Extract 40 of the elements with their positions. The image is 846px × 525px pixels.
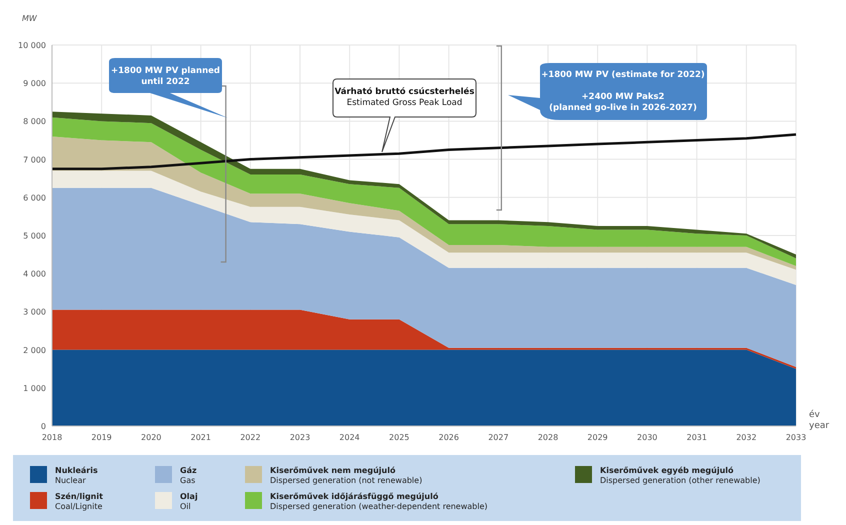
- x-tick-label: 2021: [190, 433, 211, 442]
- legend-label: Kiserőművek nem megújuló Dispersed generation (not renewable): [270, 466, 422, 485]
- x-axis-title: év year: [809, 409, 830, 431]
- y-tick-label: 2 000: [23, 346, 46, 355]
- x-tick-label: 2029: [587, 433, 608, 442]
- y-tick-label: 8 000: [23, 117, 46, 126]
- x-tick-label: 2023: [290, 433, 310, 442]
- x-tick-label: 2024: [339, 433, 360, 442]
- y-tick-label: 4 000: [23, 270, 46, 279]
- x-tick-label: 2027: [488, 433, 509, 442]
- x-tick-label: 2025: [389, 433, 410, 442]
- y-tick-label: 1 000: [23, 384, 46, 393]
- text: +1800 MW PV (estimate for 2022) +2400 MW Paks2 (planned go-live in 2026-2027): [541, 70, 705, 113]
- y-tick-label: 7 000: [23, 155, 46, 164]
- y-tick-label: 9 000: [23, 79, 46, 88]
- y-tick-label: 3 000: [23, 308, 46, 317]
- x-tick-label: 2028: [538, 433, 558, 442]
- legend-label: Kiserőművek időjárásfüggő megújuló Dispersed generation (weather-dependent renewable): [270, 492, 488, 511]
- x-tick-label: 2020: [141, 433, 162, 442]
- legend-label: Kiserőművek egyéb megújuló Dispersed generation (other renewable): [600, 466, 760, 485]
- x-tick-label: 2019: [91, 433, 112, 442]
- x-tick-label: 2018: [42, 433, 62, 442]
- annotation: +1800 MW PV planned until 2022: [111, 66, 220, 87]
- line-series: [50, 133, 798, 170]
- y-tick-label: 10 000: [18, 41, 46, 50]
- y-tick-label: 6 000: [23, 193, 46, 202]
- text: Várható bruttó csúcsterhelés Estimated Gross Peak Load: [334, 87, 474, 108]
- y-tick-label: 0: [40, 422, 46, 431]
- x-tick-label: 2022: [240, 433, 261, 442]
- x-tick-label: 2032: [736, 433, 757, 442]
- legend-label: Gáz Gas: [180, 466, 197, 485]
- legend-label: Nukleáris Nuclear: [55, 466, 98, 485]
- x-tick-label: 2031: [686, 433, 707, 442]
- x-tick-label: 2026: [438, 433, 459, 442]
- legend-label: Olaj Oil: [180, 492, 198, 511]
- x-tick-label: 2033: [786, 433, 806, 442]
- legend-label: Szén/lignit Coal/Lignite: [55, 492, 104, 511]
- y-tick-label: 5 000: [23, 232, 46, 240]
- x-tick-label: 2030: [637, 433, 658, 442]
- y-axis-title: MW: [22, 14, 38, 23]
